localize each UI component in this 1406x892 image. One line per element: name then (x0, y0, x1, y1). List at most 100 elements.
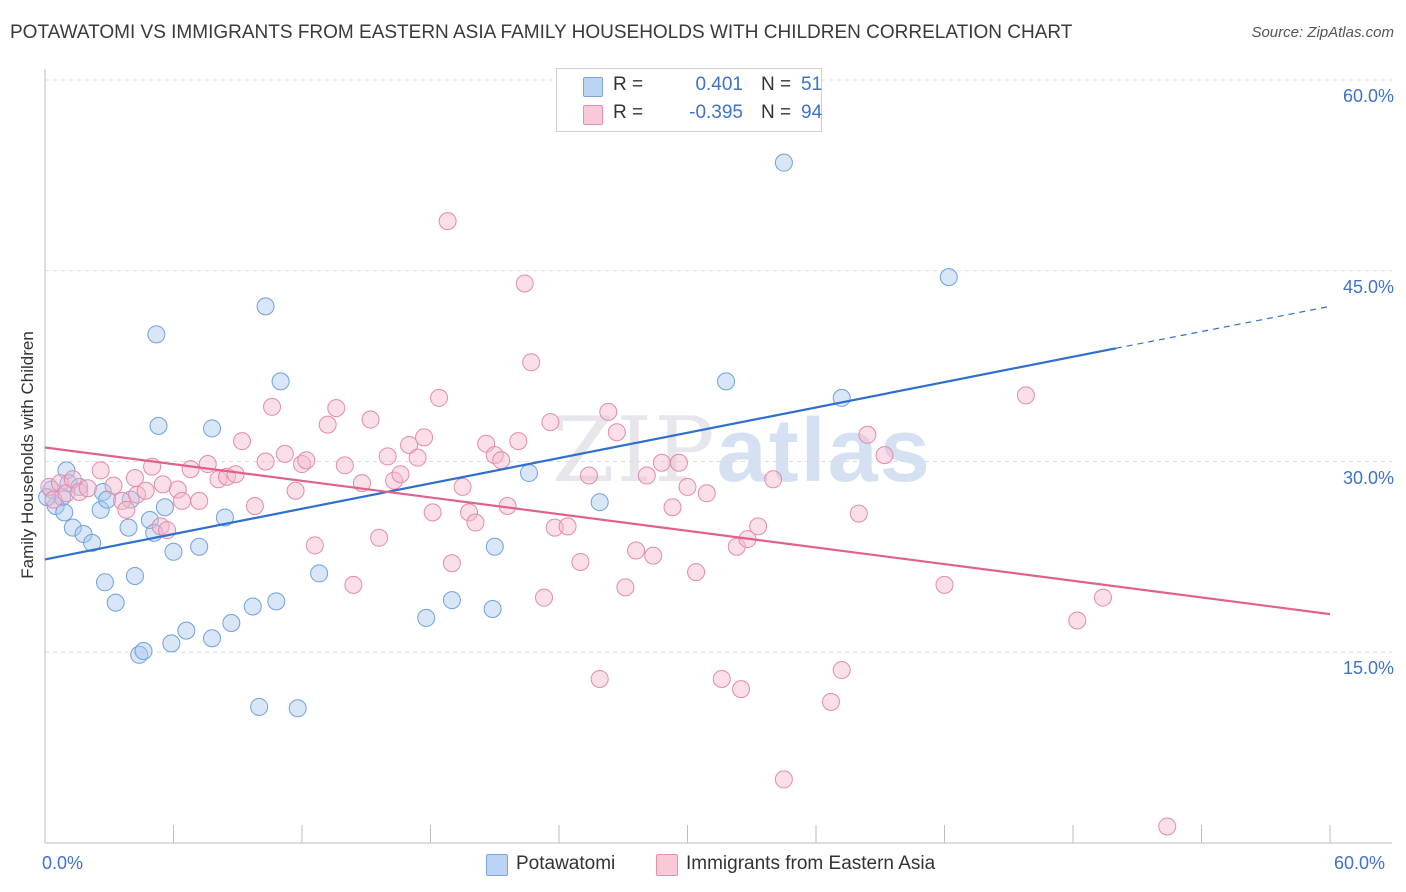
data-point (117, 500, 136, 519)
data-point (644, 546, 663, 565)
axes (44, 69, 1392, 844)
data-point (453, 477, 472, 496)
data-point (147, 325, 166, 344)
data-point (590, 493, 609, 512)
data-point (522, 353, 541, 372)
legend-n-label: N = (761, 74, 792, 95)
data-point (203, 419, 222, 438)
data-point (243, 597, 262, 616)
data-point (286, 481, 305, 500)
grid-lines (45, 79, 1392, 653)
data-point (318, 415, 337, 434)
data-point (263, 397, 282, 416)
data-point (256, 297, 275, 316)
data-point (774, 153, 793, 172)
data-point (215, 508, 234, 527)
watermark-atlas: atlas (716, 401, 932, 501)
legend-r-value: 0.401 (695, 74, 743, 95)
data-point (423, 503, 442, 522)
bottom-legend-label: Immigrants from Eastern Asia (686, 853, 936, 874)
data-point (460, 503, 479, 522)
data-point (749, 517, 768, 536)
data-point (70, 483, 89, 502)
data-point (732, 680, 751, 699)
data-point (1016, 386, 1035, 405)
legend-n-label: N = (761, 102, 792, 123)
x-tick-label-min: 0.0% (42, 853, 84, 873)
watermark-zip: ZIP (552, 398, 717, 503)
data-point (712, 669, 731, 688)
data-point (226, 465, 245, 484)
correlation-legend: R = 0.401 N = 51 R = -0.395 N = 94 (556, 68, 822, 132)
data-point (858, 425, 877, 444)
legend-r-value: -0.395 (689, 102, 743, 123)
data-point (607, 423, 626, 442)
series-immigrants-eastern-asia (40, 212, 1177, 836)
data-point (717, 372, 736, 391)
data-point (485, 537, 504, 556)
data-point (153, 475, 172, 494)
bottom-legend-swatch (656, 854, 678, 876)
data-point (297, 451, 316, 470)
data-point (391, 465, 410, 484)
data-point (233, 432, 252, 451)
data-point (305, 536, 324, 555)
data-point (327, 399, 346, 418)
data-point (832, 661, 851, 680)
data-point (417, 608, 436, 627)
data-point (119, 518, 138, 537)
data-point (599, 402, 618, 421)
data-point (344, 575, 363, 594)
data-point (637, 466, 656, 485)
data-point (627, 541, 646, 560)
data-point (250, 697, 269, 716)
data-point (55, 503, 74, 522)
chart-source: Source: ZipAtlas.com (1251, 24, 1394, 41)
data-point (483, 600, 502, 619)
data-point (136, 481, 155, 500)
data-point (764, 470, 783, 489)
data-point (545, 518, 564, 537)
data-point (168, 480, 187, 499)
legend-r-label: R = (613, 102, 644, 123)
data-point (669, 453, 688, 472)
data-point (104, 476, 123, 495)
data-point (164, 542, 183, 561)
data-point (616, 578, 635, 597)
trend-lines (44, 305, 1331, 616)
data-point (520, 463, 539, 482)
data-point (149, 416, 168, 435)
data-point (509, 432, 528, 451)
watermark: ZIPatlas (552, 398, 932, 503)
data-point (1068, 611, 1087, 630)
bottom-legend-swatch (486, 854, 508, 876)
data-point (203, 629, 222, 648)
data-point (63, 518, 82, 537)
data-point (875, 446, 894, 465)
data-point (361, 410, 380, 429)
data-point (408, 448, 427, 467)
data-point (78, 479, 97, 498)
legend-n-value: 51 (801, 74, 823, 95)
data-point (579, 466, 598, 485)
data-point (652, 453, 671, 472)
data-point (442, 554, 461, 573)
data-point (173, 491, 192, 510)
legend-n-value: 94 (801, 102, 823, 123)
data-point (181, 460, 200, 479)
y-tick-label: 60.0% (1342, 86, 1394, 106)
y-tick-label: 30.0% (1342, 467, 1394, 488)
data-point (125, 566, 144, 585)
data-point (288, 699, 307, 718)
data-point (687, 563, 706, 582)
data-point (774, 770, 793, 789)
data-point (275, 444, 294, 463)
data-point (267, 592, 286, 611)
data-point (492, 451, 511, 470)
data-point (385, 471, 404, 490)
data-point (415, 428, 434, 447)
chart-title: POTAWATOMI VS IMMIGRANTS FROM EASTERN AS… (10, 22, 1073, 43)
data-point (849, 504, 868, 523)
data-point (515, 274, 534, 293)
